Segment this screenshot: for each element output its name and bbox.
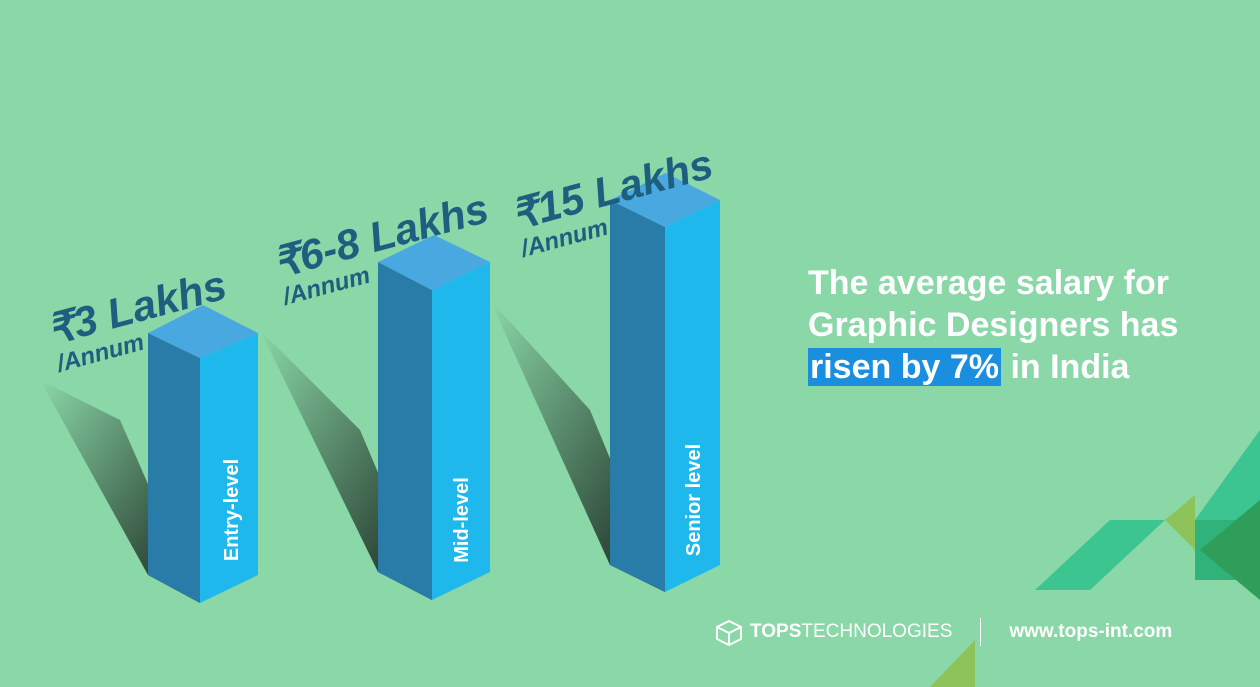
bar-top — [378, 235, 490, 290]
headline: The average salary for Graphic Designers… — [808, 262, 1238, 388]
headline-text: in India — [1010, 348, 1130, 386]
level-label: Mid-level — [451, 477, 473, 563]
brand-bold: TOPS — [750, 621, 802, 642]
bar-right-face — [665, 200, 720, 592]
decoration — [1165, 495, 1195, 550]
bar-left-face — [378, 262, 432, 600]
level-label: Entry-level — [221, 459, 243, 561]
decoration — [1035, 520, 1165, 590]
bar-left-face — [610, 200, 665, 592]
level-label: Senior level — [683, 444, 705, 556]
separator — [980, 618, 982, 646]
decoration — [1200, 500, 1260, 600]
bar-top — [610, 173, 720, 227]
decoration — [1195, 430, 1260, 520]
bar-left-face — [148, 333, 200, 603]
bar-top — [148, 305, 258, 358]
bar-right-face — [432, 262, 490, 600]
logo-icon — [716, 619, 742, 646]
headline-highlight: risen by 7% — [808, 348, 1001, 386]
footer: TOPS TECHNOLOGIES www.tops-int.com — [714, 618, 1172, 646]
headline-text: The average salary for Graphic Designers… — [808, 264, 1179, 344]
decoration — [930, 640, 975, 687]
brand-rest: TECHNOLOGIES — [801, 621, 953, 642]
website: www.tops-int.com — [1009, 621, 1173, 642]
bar-right-face — [200, 333, 258, 603]
